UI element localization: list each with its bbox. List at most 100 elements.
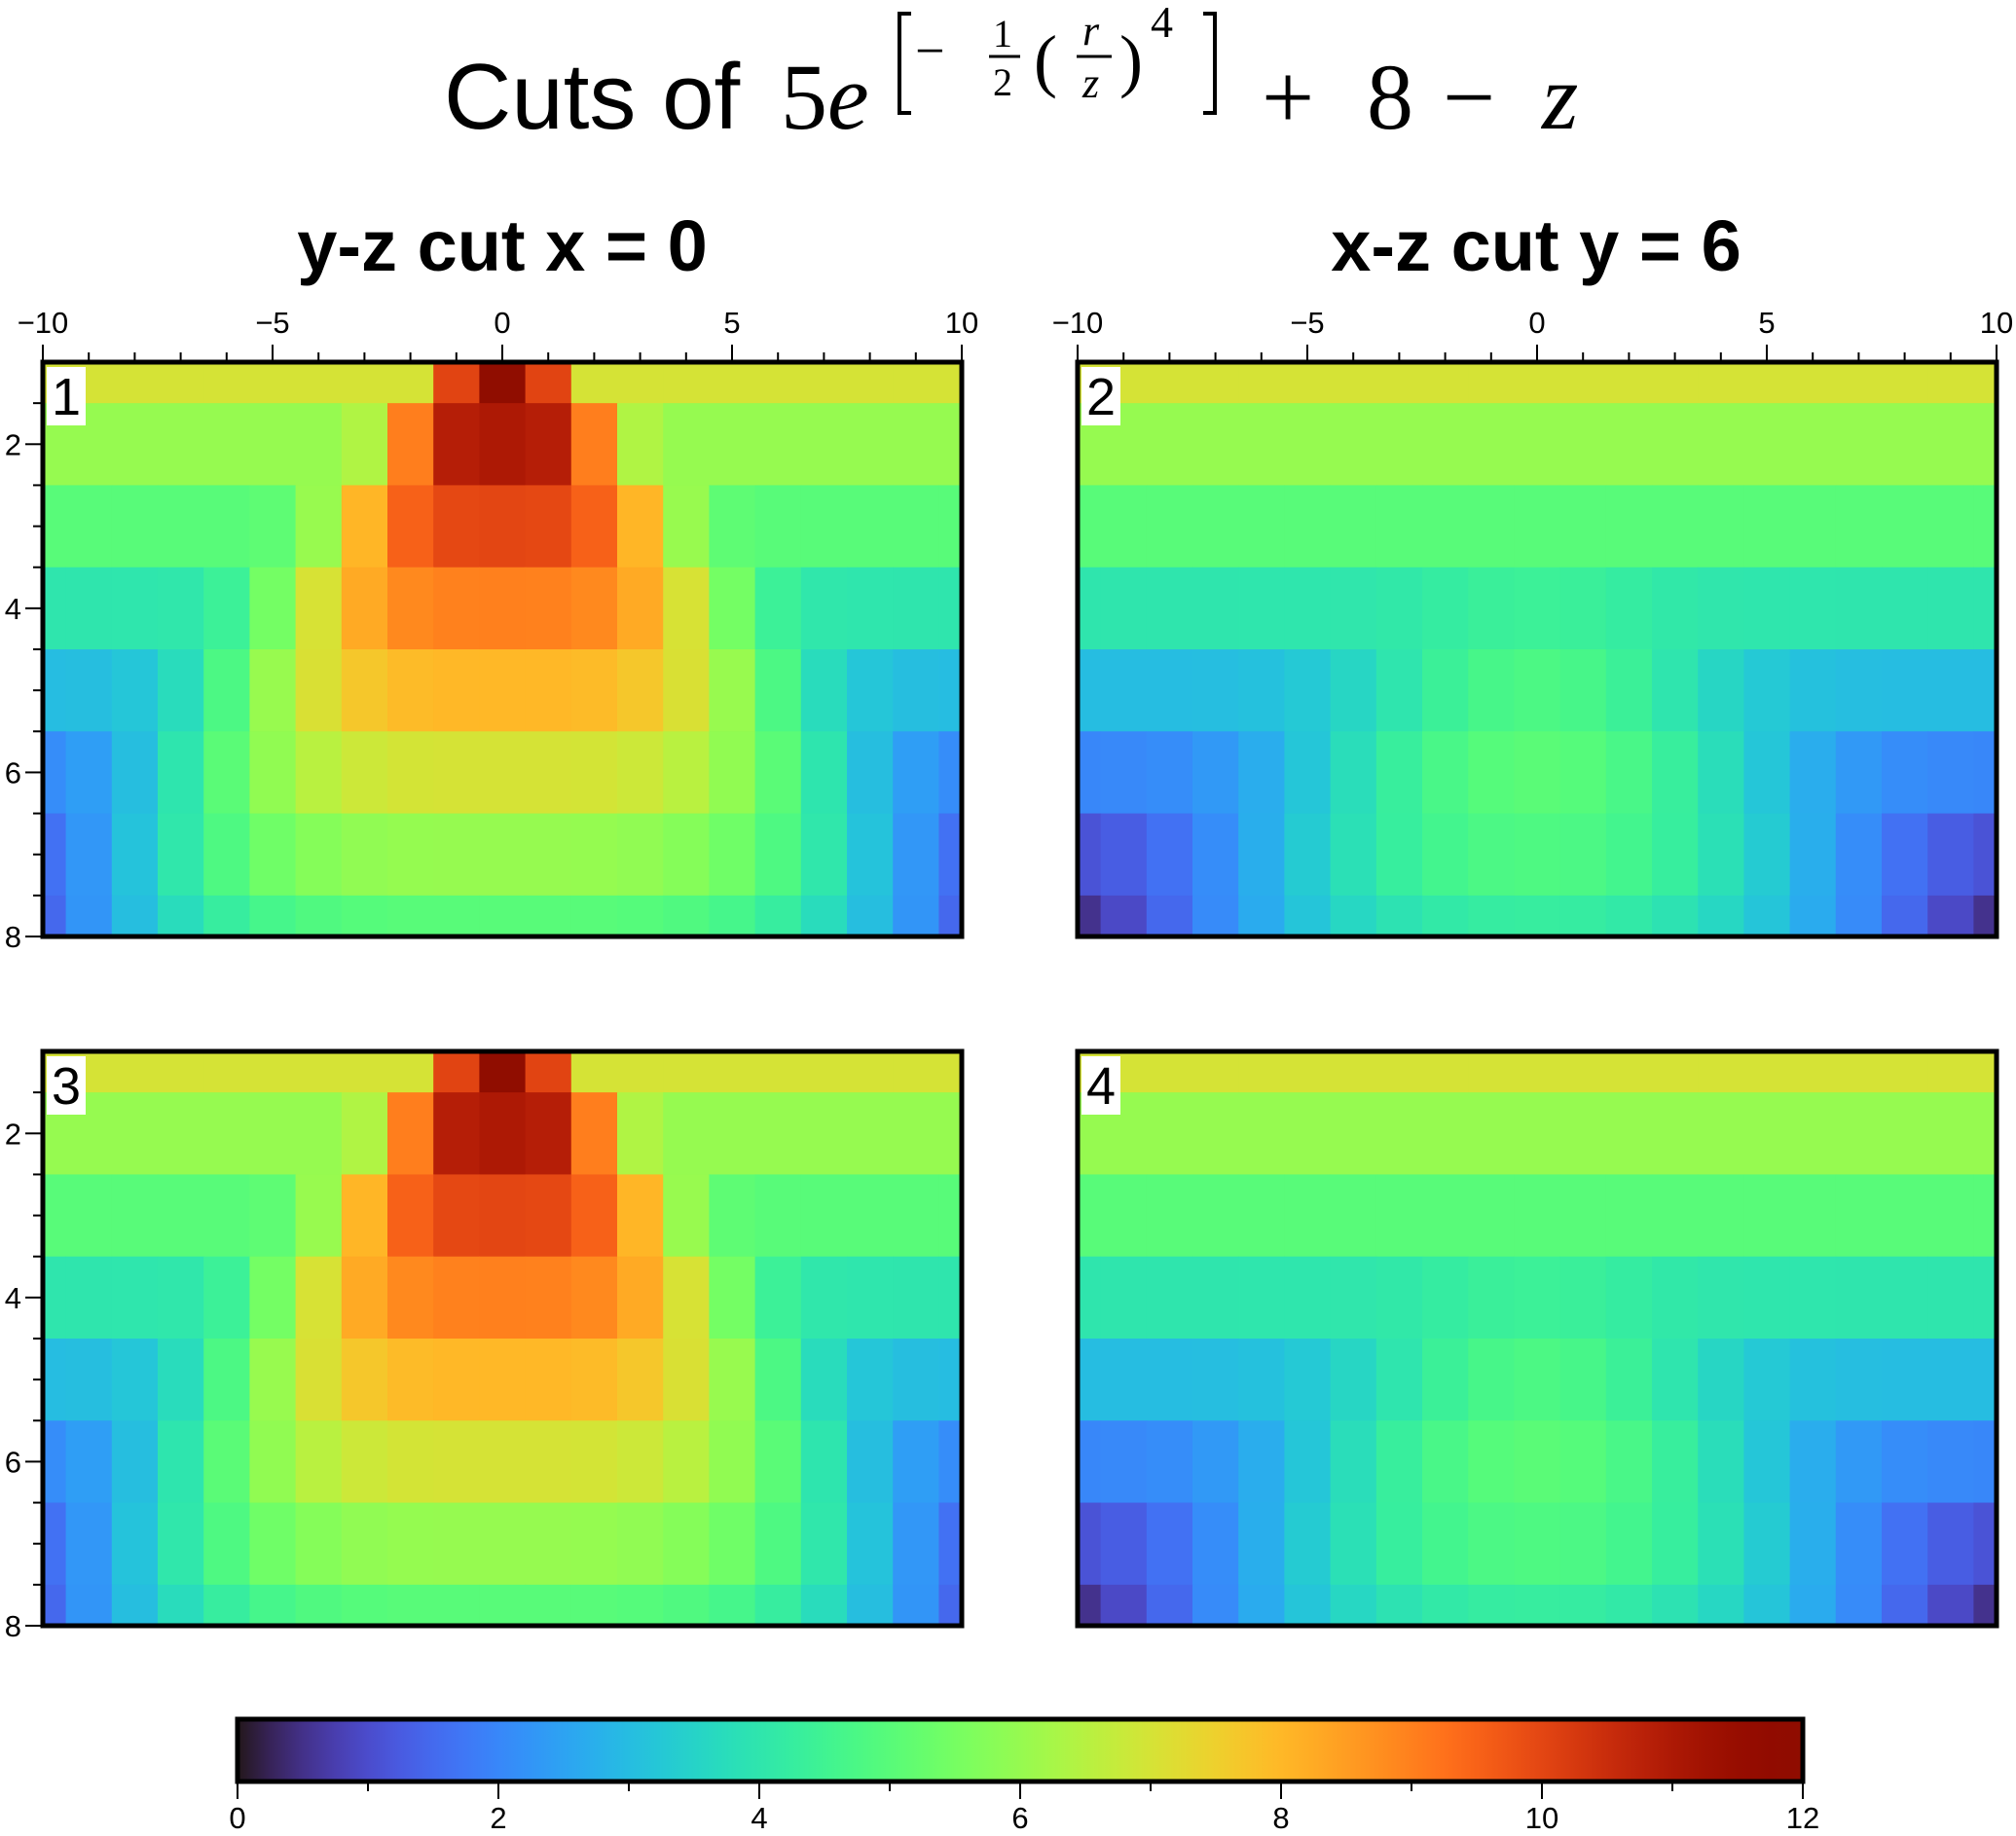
heatmap-cell xyxy=(1330,1256,1377,1340)
z-tick-label: 4 xyxy=(5,592,21,626)
heatmap-cell xyxy=(1882,731,1928,815)
heatmap-cell xyxy=(1789,1256,1837,1340)
heatmap-cell xyxy=(341,567,388,650)
heatmap-cell xyxy=(249,895,297,937)
heatmap-cell xyxy=(570,813,618,897)
heatmap-cell xyxy=(158,1420,204,1504)
heatmap-cell xyxy=(1078,813,1102,897)
heatmap-cell xyxy=(1100,1502,1148,1586)
heatmap-cell xyxy=(1192,485,1239,569)
heatmap-cell xyxy=(1698,1584,1744,1627)
heatmap-cell xyxy=(433,1092,480,1176)
heatmap-cell xyxy=(1605,1420,1653,1504)
heatmap-cell xyxy=(1973,1174,1998,1258)
heatmap-cell xyxy=(525,1051,572,1093)
heatmap-cell xyxy=(479,895,527,937)
heatmap-cell xyxy=(617,649,664,732)
heatmap-cell xyxy=(1743,1174,1791,1258)
x-axis-top: −10 −5 0 5 10 xyxy=(1052,306,2013,360)
heatmap-cell xyxy=(1192,1420,1239,1504)
heatmap-cell xyxy=(65,567,113,650)
heatmap-cell xyxy=(1605,1584,1653,1627)
heatmap-cell xyxy=(65,485,113,569)
heatmap-cell xyxy=(617,895,664,937)
heatmap-cell xyxy=(1835,567,1883,650)
heatmap-cell xyxy=(754,1174,802,1258)
heatmap-cell xyxy=(1743,1502,1791,1586)
heatmap-cell xyxy=(1284,813,1332,897)
heatmap-cell xyxy=(663,1174,710,1258)
heatmap-cell xyxy=(525,403,572,487)
heatmap-cell xyxy=(1835,1584,1883,1627)
heatmap-cell xyxy=(1192,649,1239,732)
heatmap-cell xyxy=(1789,1339,1837,1421)
heatmap-cell xyxy=(387,1420,434,1504)
heatmap-cell xyxy=(570,649,618,732)
heatmap-cell xyxy=(754,1051,802,1093)
heatmap-cell xyxy=(1375,1502,1423,1586)
heatmap-cell xyxy=(1743,567,1791,650)
formula-z: z xyxy=(1540,45,1578,149)
heatmap-cell xyxy=(1973,1502,1998,1586)
heatmap-cell xyxy=(479,649,527,732)
heatmap-cell xyxy=(754,731,802,815)
heatmap-cell xyxy=(111,1584,159,1627)
heatmap-cell xyxy=(1789,813,1837,897)
heatmap-cell xyxy=(1375,1584,1423,1627)
heatmap-cell xyxy=(663,1339,710,1421)
heatmap-cell xyxy=(570,895,618,937)
panel-label-background xyxy=(1081,1056,1120,1115)
heatmap-cell xyxy=(1146,1502,1193,1586)
heatmap-cell xyxy=(893,1502,939,1586)
heatmap-cell xyxy=(1514,567,1561,650)
heatmap-cell xyxy=(754,1092,802,1176)
heatmap-cell xyxy=(709,1174,756,1258)
heatmap-cell xyxy=(43,1502,67,1586)
heatmap-cell xyxy=(295,649,343,732)
heatmap-cell xyxy=(1330,649,1377,732)
heatmap-cell xyxy=(938,485,963,569)
heatmap-cell xyxy=(249,1174,297,1258)
heatmap-cell xyxy=(1192,1051,1239,1093)
heatmap-cell xyxy=(1973,649,1998,732)
heatmap-cell xyxy=(1882,1339,1928,1421)
heatmap-cell xyxy=(570,1051,618,1093)
heatmap-cell xyxy=(1973,1420,1998,1504)
heatmap-cell xyxy=(938,362,963,404)
heatmap-cell xyxy=(938,1174,963,1258)
heatmap-cell xyxy=(754,649,802,732)
heatmap-cell xyxy=(1514,813,1561,897)
heatmap-cell xyxy=(1238,1502,1285,1586)
heatmap-cell xyxy=(433,1584,480,1627)
heatmap-cell xyxy=(43,1420,67,1504)
heatmap-cell xyxy=(525,1092,572,1176)
heatmap-cell xyxy=(433,731,480,815)
heatmap-cell xyxy=(1468,362,1515,404)
heatmap-cell xyxy=(800,1420,848,1504)
heatmap-cell xyxy=(847,485,894,569)
heatmap-cell xyxy=(1927,813,1974,897)
heatmap-cell xyxy=(1835,1339,1883,1421)
heatmap-cell xyxy=(158,649,204,732)
heatmap-cell xyxy=(1652,895,1699,937)
heatmap-cell xyxy=(111,485,159,569)
heatmap-cell xyxy=(1559,1502,1607,1586)
heatmap-cell xyxy=(938,813,963,897)
colorbar-tick-label: 6 xyxy=(1011,1801,1028,1835)
panel-label: 3 xyxy=(52,1057,81,1116)
heatmap-cell xyxy=(893,567,939,650)
heatmap-cell xyxy=(1882,567,1928,650)
heatmap-cell xyxy=(1882,1256,1928,1340)
heatmap-cell xyxy=(800,1051,848,1093)
heatmap-cell xyxy=(1100,1174,1148,1258)
heatmap-cell xyxy=(295,1339,343,1421)
heatmap-cell xyxy=(295,403,343,487)
x-tick-label: 5 xyxy=(723,306,740,340)
heatmap-cell xyxy=(617,485,664,569)
heatmap-cell xyxy=(893,362,939,404)
colorbar-tick-label: 12 xyxy=(1786,1801,1819,1835)
heatmap-cell xyxy=(387,1339,434,1421)
colorbar-tick-label: 2 xyxy=(490,1801,506,1835)
heatmap-cell xyxy=(1375,1420,1423,1504)
heatmap-cell xyxy=(158,1584,204,1627)
